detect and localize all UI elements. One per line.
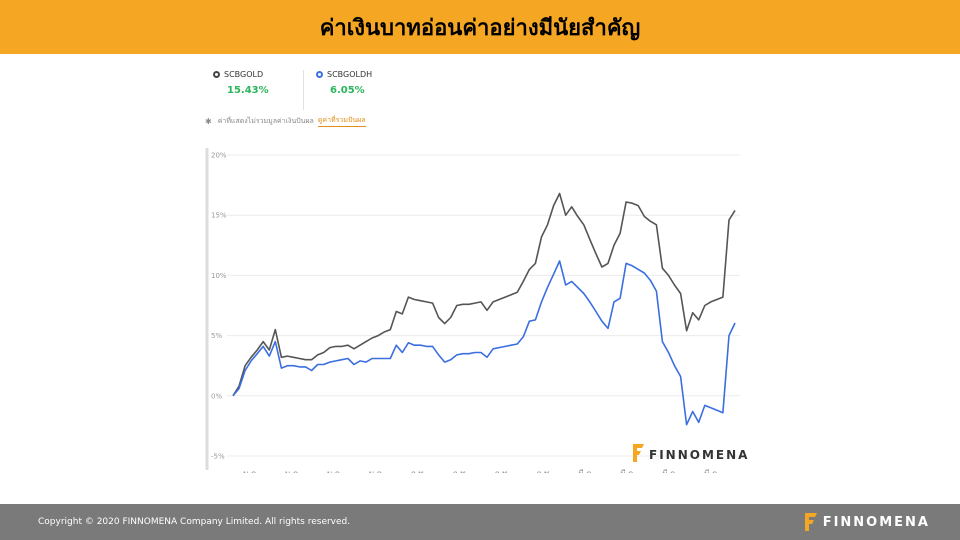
- footer-bar: Copyright © 2020 FINNOMENA Company Limit…: [0, 504, 960, 540]
- series-line-scbgoldh: [232, 260, 736, 426]
- x-tick-label: มี.ค.: [662, 469, 678, 473]
- y-tick-label: 15%: [211, 212, 227, 220]
- x-tick-label: มี.ค.: [578, 469, 594, 473]
- y-tick-label: 20%: [211, 152, 227, 160]
- finnomena-watermark: FINNOMENA: [633, 444, 749, 462]
- legend-return-value: 6.05%: [330, 85, 365, 96]
- x-tick-label: ม.ค.: [327, 469, 343, 473]
- x-tick-label: มี.ค.: [620, 469, 636, 473]
- x-tick-label: ก.พ.: [495, 469, 510, 473]
- legend-return-value: 15.43%: [227, 85, 269, 96]
- chart-legend: SCBGOLD 15.43% SCBGOLDH 6.05%: [205, 70, 400, 110]
- title-bar: ค่าเงินบาทอ่อนค่าอย่างมีนัยสำคัญ: [0, 0, 960, 54]
- watermark-text: FINNOMENA: [649, 448, 749, 462]
- series-line-scbgold: [232, 192, 736, 397]
- copyright-text: Copyright © 2020 FINNOMENA Company Limit…: [38, 517, 351, 527]
- legend-label: SCBGOLDH: [327, 70, 373, 79]
- logo-text: FINNOMENA: [822, 514, 930, 530]
- y-tick-label: 0%: [211, 392, 222, 400]
- y-tick-label: 5%: [211, 332, 222, 340]
- radio-dot-icon: [213, 71, 220, 78]
- dividend-note: ✱ ค่าที่แสดงไม่รวมมูลค่าเงินปันผล ดูค่าท…: [205, 115, 366, 127]
- asterisk-icon: ✱: [205, 116, 212, 126]
- x-tick-label: ก.พ.: [411, 469, 426, 473]
- x-tick-label: ม.ค.: [285, 469, 301, 473]
- dividend-link[interactable]: ดูค่าที่รวมปันผล: [317, 115, 366, 127]
- page-title: ค่าเงินบาทอ่อนค่าอย่างมีนัยสำคัญ: [319, 15, 641, 41]
- chart-area: -5% 0% 5% 10% 15% 20% ม.ค. ม.ค. ม.ค. ม.ค. ก.พ. ก.พ.…: [205, 148, 750, 473]
- x-tick-label: ม.ค.: [243, 469, 259, 473]
- footer-logo: FINNOMENA: [804, 513, 930, 531]
- legend-item-scbgoldh[interactable]: SCBGOLDH 6.05%: [303, 70, 400, 110]
- y-tick-label: -5%: [211, 453, 225, 461]
- x-tick-label: ม.ค.: [369, 469, 385, 473]
- x-tick-label: มี.ค.: [704, 469, 720, 473]
- x-tick-label: ก.พ.: [537, 469, 552, 473]
- x-tick-label: ก.พ.: [453, 469, 468, 473]
- line-chart: -5% 0% 5% 10% 15% 20% ม.ค. ม.ค. ม.ค. ม.ค. ก.พ. ก.พ.…: [205, 148, 749, 473]
- note-text: ค่าที่แสดงไม่รวมมูลค่าเงินปันผล: [217, 116, 314, 125]
- y-tick-label: 10%: [211, 272, 227, 280]
- finnomena-logo-icon: [804, 513, 817, 531]
- legend-label: SCBGOLD: [224, 70, 264, 79]
- radio-dot-icon: [316, 71, 323, 78]
- legend-item-scbgold[interactable]: SCBGOLD 15.43%: [205, 70, 297, 110]
- finnomena-logo-icon: [633, 444, 644, 462]
